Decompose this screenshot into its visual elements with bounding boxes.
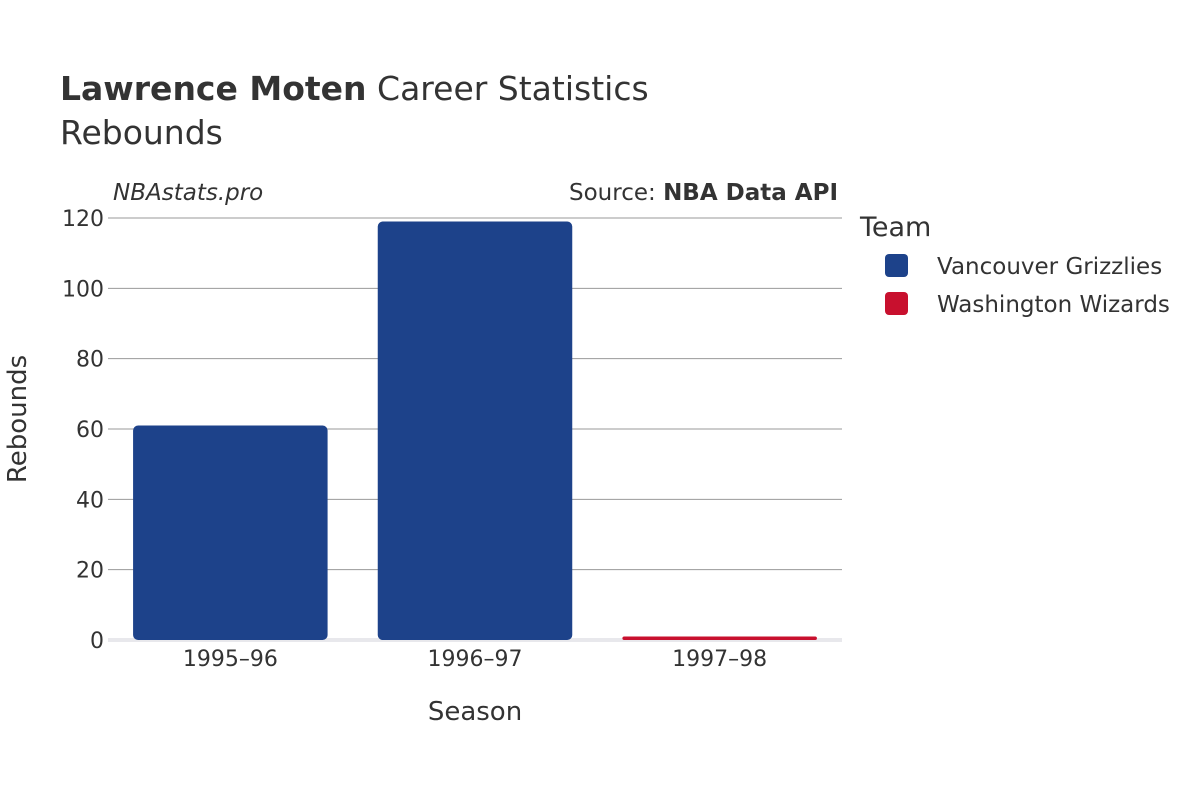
x-tick-label: 1996–97 [428,647,523,672]
x-axis-title: Season [428,697,522,727]
chart-subtitle: Rebounds [60,113,223,152]
bar-washington-wizards-1997–98[interactable] [622,636,817,640]
y-tick-label: 20 [76,559,104,584]
bars [133,221,817,640]
chart-title: Lawrence Moten Career Statistics [60,68,649,110]
legend-item-label[interactable]: Washington Wizards [937,292,1170,318]
legend-swatch [885,292,908,315]
title-suffix: Career Statistics [377,69,649,108]
y-tick-label: 40 [76,488,104,513]
y-tick-label: 100 [62,277,104,302]
source-credit: Source: NBA Data API [569,180,838,206]
legend-title: Team [859,212,931,243]
legend: Vancouver Grizzlies Washington Wizards [885,254,1170,318]
player-name: Lawrence Moten [60,69,367,108]
y-tick-label: 120 [62,207,104,232]
x-tick-label: 1997–98 [672,647,767,672]
source-name: NBA Data API [663,180,838,206]
x-tick-label: 1995–96 [183,647,278,672]
y-tick-label: 60 [76,418,104,443]
source-prefix: Source: [569,180,663,206]
legend-swatch [885,254,908,277]
y-axis-ticks: 0 20 40 60 80 100 120 [62,207,104,654]
watermark: NBAstats.pro [113,180,263,206]
y-tick-label: 0 [90,629,104,654]
y-axis-title: Rebounds [3,355,33,483]
bar-vancouver-grizzlies-1995–96[interactable] [133,425,328,640]
bar-vancouver-grizzlies-1996–97[interactable] [377,221,573,640]
y-tick-label: 80 [76,348,104,373]
x-axis-ticks: 1995–96 1996–97 1997–98 [183,647,767,672]
legend-item-label[interactable]: Vancouver Grizzlies [937,254,1162,280]
